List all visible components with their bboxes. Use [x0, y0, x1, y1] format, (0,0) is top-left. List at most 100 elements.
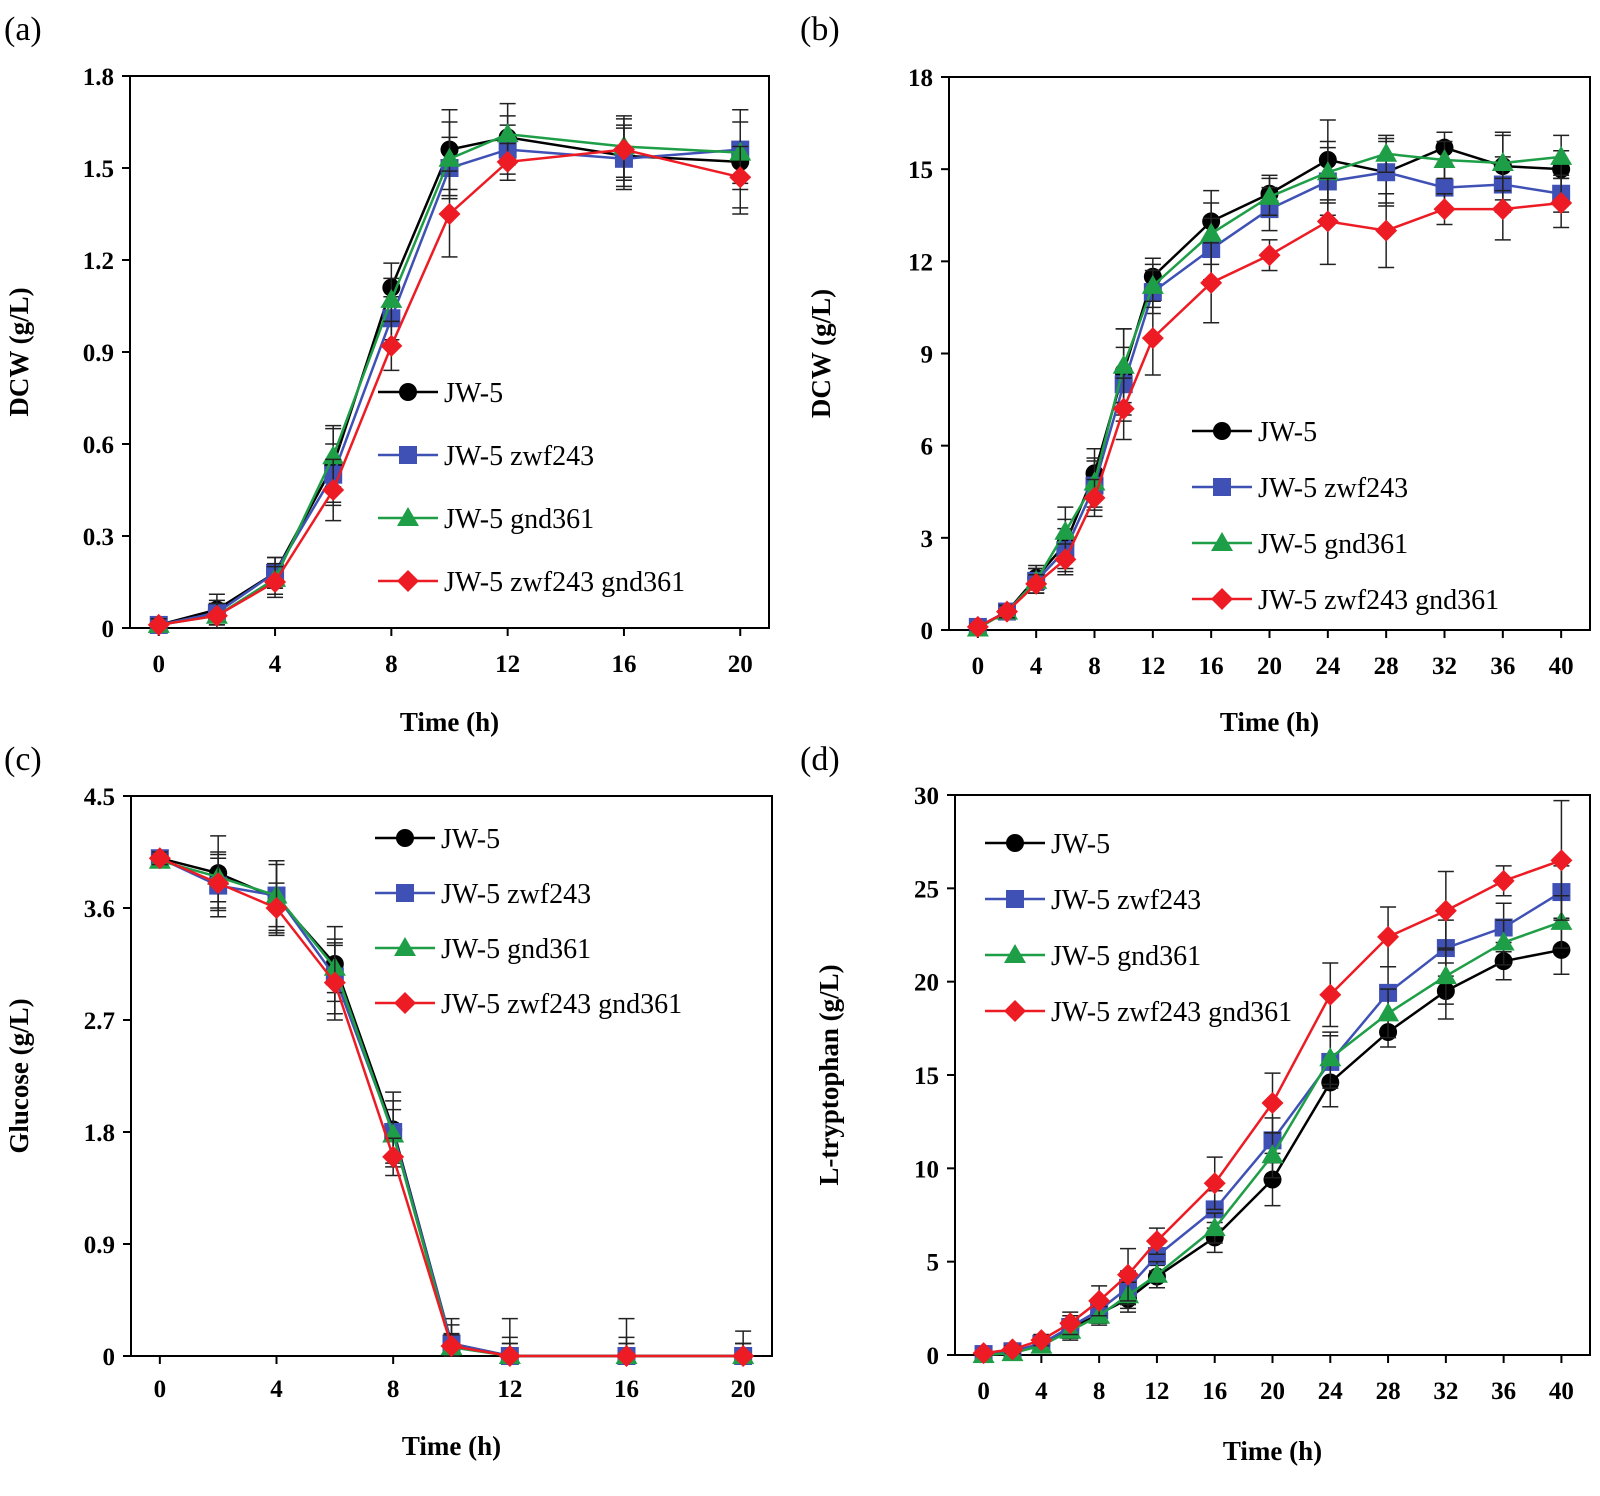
legend-marker: [1004, 1000, 1026, 1022]
legend-marker: [1211, 532, 1233, 551]
panel-d-x-tick-label: 4: [1035, 1378, 1048, 1405]
legend-marker: [397, 507, 419, 526]
legend-item-jw-5-zwf243-gnd361: JW-5 zwf243 gnd361: [1192, 585, 1499, 616]
data-point: [1117, 1263, 1140, 1286]
panel-c-y-axis-title: Glucose (g/L): [4, 998, 34, 1153]
data-point: [1200, 271, 1223, 294]
data-point: [1316, 161, 1339, 181]
data-point: [148, 847, 171, 870]
series-line: [159, 857, 744, 1358]
data-point: [1375, 219, 1398, 242]
panel-c-x-tick-label: 12: [497, 1376, 522, 1403]
panel-d-y-tick-label: 25: [914, 876, 939, 903]
series-line: [977, 152, 1562, 630]
panel-b-x-tick-label: 28: [1374, 653, 1399, 680]
legend-marker: [1211, 588, 1233, 610]
legend-item-jw-5-zwf243: JW-5 zwf243: [1192, 473, 1408, 504]
panel-d: (d) 0 5 10 15 20 25 30 0 4 8 12 16 20 24 28 32 36 40 Time (…: [800, 741, 1591, 1466]
data-point: [322, 479, 345, 501]
legend-marker: [1213, 478, 1231, 496]
panel-c-series-jw-5: [150, 835, 753, 1365]
legend-label: JW-5: [1258, 417, 1317, 448]
panel-d-label: (d): [800, 741, 840, 778]
panel-b-y-tick-label: 18: [908, 65, 933, 92]
data-point: [1492, 869, 1515, 892]
panel-d-series-jw-5-zwf243-gnd361: [972, 799, 1573, 1365]
data-point: [498, 1345, 521, 1367]
legend-label: JW-5 zwf243 gnd361: [444, 567, 685, 598]
panel-d-x-tick-label: 16: [1202, 1378, 1227, 1405]
panel-d-x-tick-label: 0: [977, 1378, 990, 1405]
panel-c-series-jw-5-zwf243-gnd361: [148, 847, 755, 1367]
data-point: [1258, 244, 1281, 267]
legend-item-jw-5-zwf243: JW-5 zwf243: [985, 885, 1201, 916]
panel-c-y-tick-label: 1.8: [84, 1120, 115, 1147]
legend-label: JW-5: [441, 824, 500, 855]
panel-b-x-tick-label: 24: [1315, 653, 1341, 680]
panel-b-y-tick-label: 3: [921, 526, 934, 553]
data-point: [1141, 274, 1164, 294]
legend-item-jw-5: JW-5: [375, 824, 500, 855]
data-point: [1088, 1289, 1111, 1312]
panel-c-x-tick-label: 4: [270, 1376, 283, 1403]
panel-a-x-axis-title: Time (h): [400, 707, 499, 737]
legend-item-jw-5-zwf243-gnd361: JW-5 zwf243 gnd361: [378, 567, 685, 598]
data-point: [1145, 1230, 1168, 1253]
data-point: [1433, 148, 1456, 168]
legend-marker: [399, 383, 417, 401]
panel-a-y-tick-label: 0.6: [83, 432, 114, 459]
panel-b-x-tick-label: 12: [1140, 653, 1165, 680]
panel-d-x-tick-label: 36: [1491, 1378, 1516, 1405]
data-point: [264, 571, 287, 593]
legend-item-jw-5: JW-5: [378, 378, 503, 409]
panel-a-series-jw-5-zwf243-gnd361: [147, 118, 752, 636]
panel-c-y-tick-label: 0.9: [84, 1232, 115, 1259]
data-point: [1054, 520, 1077, 540]
panel-a-x-tick-label: 16: [611, 651, 636, 678]
panel-d-x-tick-label: 32: [1433, 1378, 1458, 1405]
legend-label: JW-5 zwf243 gnd361: [1051, 997, 1292, 1028]
data-point: [1200, 222, 1223, 242]
legend-item-jw-5: JW-5: [1192, 417, 1317, 448]
data-point: [438, 147, 461, 167]
data-point: [438, 203, 461, 225]
data-point: [1059, 1312, 1082, 1335]
data-point: [1377, 925, 1400, 948]
panel-d-y-tick-label: 0: [927, 1343, 940, 1370]
panel-b-x-tick-label: 0: [972, 653, 985, 680]
legend-label: JW-5 zwf243: [441, 879, 591, 910]
panel-c-y-tick-label: 3.6: [84, 896, 115, 923]
series-line: [159, 857, 744, 1358]
data-point: [1435, 178, 1454, 197]
legend-label: JW-5 gnd361: [441, 934, 591, 965]
panel-a: (a) 0 0.3 0.6 0.9 1.2 1.5 1.8 0 4 8 12 16 20 Time (h) D…: [4, 11, 770, 737]
panel-c-y-tick-label: 2.7: [84, 1008, 115, 1035]
data-point: [1030, 1329, 1053, 1352]
legend-marker: [1006, 890, 1024, 908]
data-point: [1492, 931, 1515, 951]
data-point: [732, 1345, 755, 1367]
legend-label: JW-5 gnd361: [444, 504, 594, 535]
data-point: [265, 897, 288, 919]
data-point: [1552, 940, 1571, 959]
legend-item-jw-5-zwf243: JW-5 zwf243: [378, 441, 594, 472]
data-point: [1025, 572, 1048, 595]
data-point: [496, 150, 519, 173]
data-point: [1319, 983, 1342, 1006]
panel-b-y-axis-title: DCW (g/L): [806, 289, 836, 418]
panel-c-y-tick-label: 4.5: [84, 784, 115, 811]
legend-label: JW-5 zwf243: [1051, 885, 1201, 916]
data-point: [1083, 486, 1106, 509]
panel-b-x-axis-title: Time (h): [1220, 707, 1319, 737]
legend-label: JW-5: [444, 378, 503, 409]
panel-a-label: (a): [4, 11, 42, 48]
legend-item-jw-5-gnd361: JW-5 gnd361: [378, 504, 594, 535]
data-point: [440, 1335, 463, 1358]
legend-item-jw-5-zwf243-gnd361: JW-5 zwf243 gnd361: [985, 997, 1292, 1028]
data-point: [1054, 548, 1077, 571]
legend-item-jw-5-gnd361: JW-5 gnd361: [375, 934, 591, 965]
panel-a-y-tick-label: 1.8: [83, 64, 114, 91]
panel-c: (c) 0 0.9 1.8 2.7 3.6 4.5 0 4 8 12 16 20 Time (h) Gluc…: [4, 741, 773, 1461]
data-point: [729, 166, 752, 189]
panel-d-x-axis-title: Time (h): [1223, 1436, 1322, 1466]
